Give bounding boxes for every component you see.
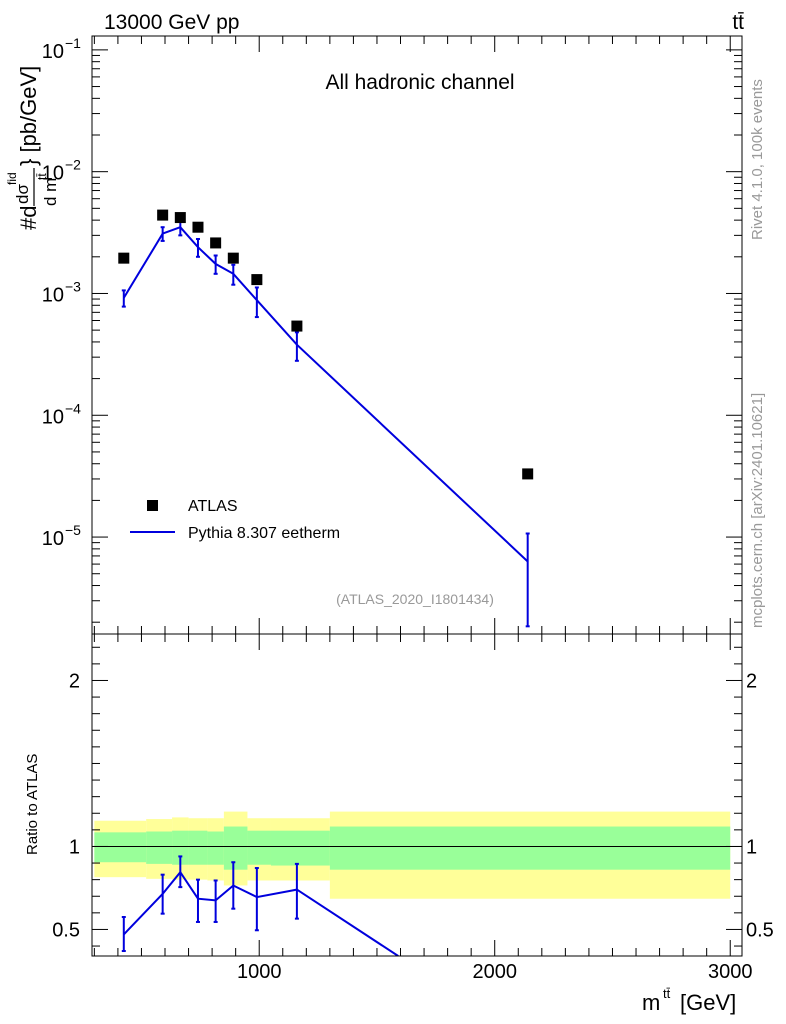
y-label-unit: } [pb/GeV] <box>16 66 41 166</box>
legend-label-atlas: ATLAS <box>188 498 238 515</box>
legend-marker-atlas <box>147 500 158 511</box>
ratio-y-tick-label-right: 0.5 <box>746 919 774 941</box>
uncertainty-band-bin <box>172 830 189 865</box>
atlas-data-point <box>174 212 186 224</box>
atlas-data-point <box>291 320 303 332</box>
uncertainty-band-bin <box>188 830 208 865</box>
uncertainty-band-bin <box>207 831 224 865</box>
y-tick-label-exponent: −4 <box>65 400 81 416</box>
pythia-line <box>122 226 529 563</box>
atlas-data-point <box>192 221 204 233</box>
y-tick-label: 10 <box>42 163 64 185</box>
main-y-axis-label: #d dσ fid d m tt̄ } [pb/GeV] <box>5 66 60 230</box>
ratio-series <box>121 855 399 956</box>
process-label: tt̄ <box>732 11 744 34</box>
uncertainty-band-bin <box>247 830 271 865</box>
atlas-data-point <box>522 468 534 480</box>
analysis-id: (ATLAS_2020_I1801434) <box>336 591 494 607</box>
x-tick-labels: 1000 2000 3000 <box>237 961 753 983</box>
y-tick-label: 10 <box>42 284 64 306</box>
legend: ATLAS Pythia 8.307 eetherm <box>130 498 340 542</box>
y-label-main: #d <box>16 206 41 230</box>
main-panel-series <box>118 209 534 628</box>
uncertainty-band-bin <box>329 826 731 870</box>
ratio-y-tick-label-right: 2 <box>746 670 757 692</box>
y-tick-label: 10 <box>42 406 64 428</box>
y-tick-label-exponent: −1 <box>65 35 81 51</box>
x-label-sup: tt̄ <box>663 986 671 1001</box>
ratio-y-tick-label-right: 1 <box>746 836 757 858</box>
x-tick-label: 1000 <box>237 961 282 983</box>
ratio-series-group <box>121 855 399 956</box>
ratio-y-tick-label-left: 0.5 <box>52 919 80 941</box>
y-tick-label-exponent: −2 <box>65 157 81 173</box>
y-tick-label: 10 <box>42 41 64 63</box>
y-tick-label: 10 <box>42 528 64 550</box>
ratio-y-axis-label: Ratio to ATLAS <box>24 754 41 855</box>
atlas-data-point <box>251 274 263 286</box>
main-panel-ticks <box>92 36 742 634</box>
source-label: mcplots.cern.ch [arXiv:2401.10621] <box>749 393 766 628</box>
main-panel: 10−510−410−310−210−1 All hadronic channe… <box>5 35 743 635</box>
x-tick-label: 2000 <box>472 961 517 983</box>
main-panel-frame <box>91 35 743 635</box>
y-tick-label-exponent: −3 <box>65 278 81 294</box>
x-axis-label: m tt̄ [GeV] <box>642 986 736 1015</box>
x-label-main: m <box>642 990 660 1015</box>
uncertainty-band-bin <box>94 832 147 863</box>
ratio-panel-frame <box>91 633 743 957</box>
ratio-uncertainty-bands <box>94 811 731 899</box>
uncertainty-band-bin <box>146 831 173 864</box>
ratio-panel-ticks <box>92 634 742 956</box>
ratio-y-tick-label-left: 1 <box>69 836 80 858</box>
main-panel-y-tick-labels: 10−510−410−310−210−1 <box>42 35 81 550</box>
y-label-denominator-sup: tt̄ <box>35 173 49 180</box>
rivet-version-label: Rivet 4.1.0, 100k events <box>749 79 766 240</box>
ratio-panel-y-tick-labels: 0.5 0.5 1 1 2 2 <box>52 670 774 941</box>
x-tick-label: 3000 <box>708 961 753 983</box>
ratio-panel: 0.5 0.5 1 1 2 2 1000 2000 3000 Ratio to ATLAS m… <box>24 633 774 1015</box>
chart-title: All hadronic channel <box>325 71 514 94</box>
energy-label: 13000 GeV pp <box>104 11 239 34</box>
uncertainty-band-bin <box>270 830 330 866</box>
atlas-data-point <box>210 237 222 249</box>
y-tick-label-exponent: −5 <box>65 522 81 538</box>
x-label-unit: [GeV] <box>680 990 736 1015</box>
ratio-y-tick-label-left: 2 <box>69 670 80 692</box>
atlas-data-point <box>227 252 239 264</box>
y-label-numerator: dσ <box>13 184 32 204</box>
uncertainty-band-bin <box>223 826 248 870</box>
legend-label-pythia: Pythia 8.307 eetherm <box>188 525 340 542</box>
y-label-denominator: d m <box>41 178 60 206</box>
y-label-numerator-sup: fid <box>5 172 19 185</box>
atlas-data-point <box>157 209 169 221</box>
atlas-data-point <box>118 252 130 264</box>
